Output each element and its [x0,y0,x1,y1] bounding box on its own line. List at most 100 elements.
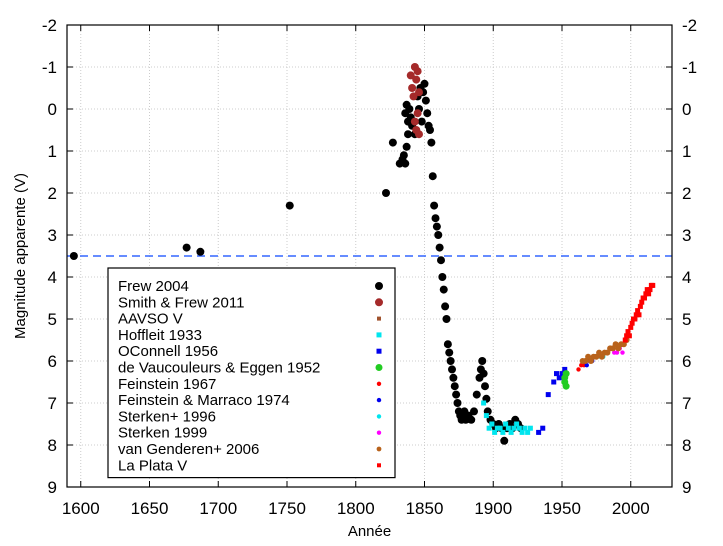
y-tick-label-left: 5 [48,310,57,329]
data-point [650,282,656,288]
data-point [405,105,414,113]
data-point [443,340,452,349]
y-tick-label-right: -1 [682,58,697,77]
data-point [435,243,444,252]
data-point [401,159,410,168]
y-tick-label-left: -1 [42,58,57,77]
data-point [642,295,647,301]
y-tick-label-right: 8 [682,436,691,455]
x-tick-label: 1800 [337,499,375,518]
x-tick-label: 1600 [62,499,100,518]
series-points [561,370,570,390]
data-point [554,371,559,377]
data-point [478,357,487,365]
data-point [427,138,436,147]
data-point [647,287,653,293]
data-point [470,407,478,416]
y-tick-label-right: 7 [682,394,691,413]
data-point [415,130,423,139]
data-point [508,429,514,435]
data-point [576,367,581,372]
data-point [69,252,78,260]
series-points [576,363,587,372]
data-point [409,92,418,101]
data-point [527,425,533,431]
y-tick-label-right: 9 [682,478,691,497]
legend-label: Frew 2004 [118,278,189,295]
data-point [382,189,390,197]
data-point [413,109,422,118]
data-point [420,79,429,88]
x-tick-label: 1850 [406,499,444,518]
data-point [500,436,509,445]
data-point [442,315,451,323]
data-point [511,425,517,431]
data-point [497,425,503,431]
data-point [614,350,620,355]
data-point [472,390,481,399]
series-points [536,366,568,435]
x-axis-title: Année [348,523,391,540]
data-point [421,96,430,105]
legend-label: Feinstein & Marraco 1974 [118,392,290,409]
data-point [489,421,495,427]
data-point [408,84,417,92]
data-point [500,429,506,435]
y-tick-label-left: 3 [48,226,57,245]
y-tick-label-right: 3 [682,226,691,245]
data-point [431,214,440,223]
data-point [483,413,489,419]
legend-marker [376,397,382,403]
data-point [423,109,432,118]
data-point [388,138,397,147]
axis-ticks: 1600 1650 1700 1750 1800 1850 1900 1950 2000-2 -2… [42,16,697,518]
legend-label: Hoffleit 1933 [118,327,202,344]
y-tick-label-right: 4 [682,268,691,287]
y-tick-label-right: 0 [682,100,691,119]
y-tick-label-left: 9 [48,478,57,497]
legend-marker [376,414,382,419]
data-point [545,392,551,398]
data-point [503,421,509,427]
data-point [635,308,641,314]
data-point [439,285,448,294]
data-point [492,429,498,435]
data-point [562,370,570,378]
data-point [559,371,565,377]
data-point [646,291,652,297]
legend-label: van Genderen+ 2006 [118,441,259,458]
data-point [437,256,445,265]
data-point [628,324,634,330]
legend-label: La Plata V [118,457,187,474]
data-point [522,425,528,431]
data-point [445,348,454,357]
y-tick-label-left: 7 [48,394,57,413]
data-point [410,117,419,126]
data-point [644,287,650,293]
data-point [525,429,531,435]
legend-label: AAVSO V [118,311,183,328]
legend-marker [376,332,382,338]
x-tick-label: 1950 [543,499,581,518]
legend-label: OConnell 1956 [118,343,218,360]
data-point [637,303,643,309]
data-point [196,247,205,256]
series-points [622,282,656,343]
data-point [285,201,294,210]
legend-marker [376,381,382,386]
legend-label: de Vaucouleurs & Eggen 1952 [118,360,320,377]
data-point [643,291,649,297]
data-point [430,201,439,210]
data-point [584,363,589,368]
y-tick-label-right: -2 [682,16,697,35]
legend-label: Smith & Frew 2011 [118,294,244,311]
legend-box [107,267,396,479]
data-point [551,379,557,385]
data-point [479,369,488,378]
data-point [516,425,522,431]
x-tick-label: 1750 [268,499,306,518]
y-tick-label-right: 2 [682,184,691,203]
data-point [446,357,455,365]
y-tick-label-left: 4 [48,268,57,287]
